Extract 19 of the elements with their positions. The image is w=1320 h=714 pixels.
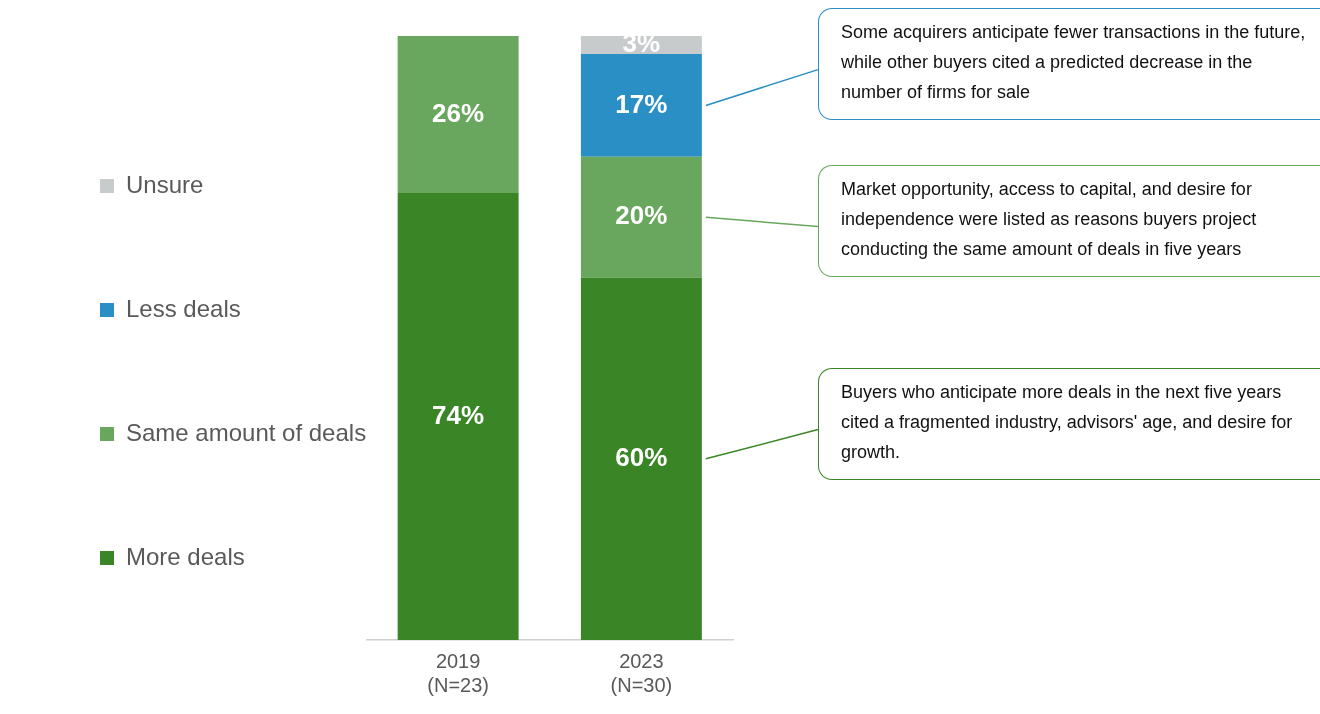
- data-label: 26%: [432, 97, 485, 128]
- bar: [580, 277, 702, 640]
- bar: [580, 156, 702, 278]
- legend-label: Less deals: [126, 294, 241, 322]
- text: Market opportunity, access to capital, and desire for independence were listed as reasons buyers project conducting the same amount of deals in five years: [818, 165, 1320, 277]
- x-tick-label: 2019 (N=23): [427, 649, 489, 696]
- legend-label: More deals: [126, 542, 245, 570]
- text: Some acquirers anticipate fewer transactions in the future, while other buyers cited a predicted decrease in the number of firms for sale: [818, 8, 1320, 120]
- x-tick-label: 2023 (N=30): [610, 649, 673, 696]
- data-label: 17%: [615, 88, 668, 119]
- text: Buyers who anticipate more deals in the next five years cited a fragmented industry, advisors' age, and desire for growth.: [818, 368, 1320, 480]
- data-label: 20%: [615, 200, 668, 231]
- bar: [580, 54, 702, 157]
- legend-label: Unsure: [126, 170, 204, 198]
- data-label: 60%: [615, 441, 668, 472]
- bar: [397, 193, 519, 640]
- data-label: 74%: [432, 399, 485, 430]
- bar: [397, 36, 519, 194]
- legend-label: Same amount of deals: [126, 418, 367, 446]
